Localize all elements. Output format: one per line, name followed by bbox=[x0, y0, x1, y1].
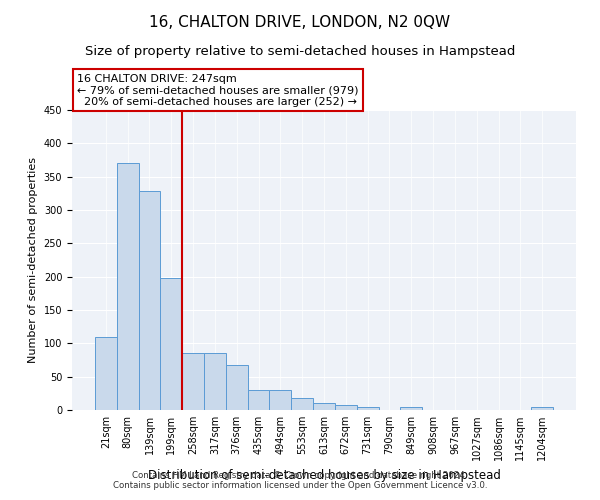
Y-axis label: Number of semi-detached properties: Number of semi-detached properties bbox=[28, 157, 38, 363]
Bar bbox=[357, 406, 379, 410]
Bar bbox=[139, 192, 160, 410]
Text: 16 CHALTON DRIVE: 247sqm
← 79% of semi-detached houses are smaller (979)
  20% o: 16 CHALTON DRIVE: 247sqm ← 79% of semi-d… bbox=[77, 74, 359, 107]
Bar bbox=[531, 408, 553, 410]
Text: Size of property relative to semi-detached houses in Hampstead: Size of property relative to semi-detach… bbox=[85, 45, 515, 58]
X-axis label: Distribution of semi-detached houses by size in Hampstead: Distribution of semi-detached houses by … bbox=[148, 468, 500, 481]
Bar bbox=[248, 390, 269, 410]
Bar bbox=[160, 278, 182, 410]
Bar bbox=[400, 406, 422, 410]
Text: 16, CHALTON DRIVE, LONDON, N2 0QW: 16, CHALTON DRIVE, LONDON, N2 0QW bbox=[149, 15, 451, 30]
Text: Contains HM Land Registry data © Crown copyright and database right 2024.
Contai: Contains HM Land Registry data © Crown c… bbox=[113, 470, 487, 490]
Bar bbox=[117, 164, 139, 410]
Bar bbox=[226, 364, 248, 410]
Bar bbox=[182, 354, 204, 410]
Bar bbox=[335, 406, 357, 410]
Bar bbox=[95, 336, 117, 410]
Bar bbox=[204, 354, 226, 410]
Bar bbox=[269, 390, 291, 410]
Bar bbox=[291, 398, 313, 410]
Bar bbox=[313, 404, 335, 410]
